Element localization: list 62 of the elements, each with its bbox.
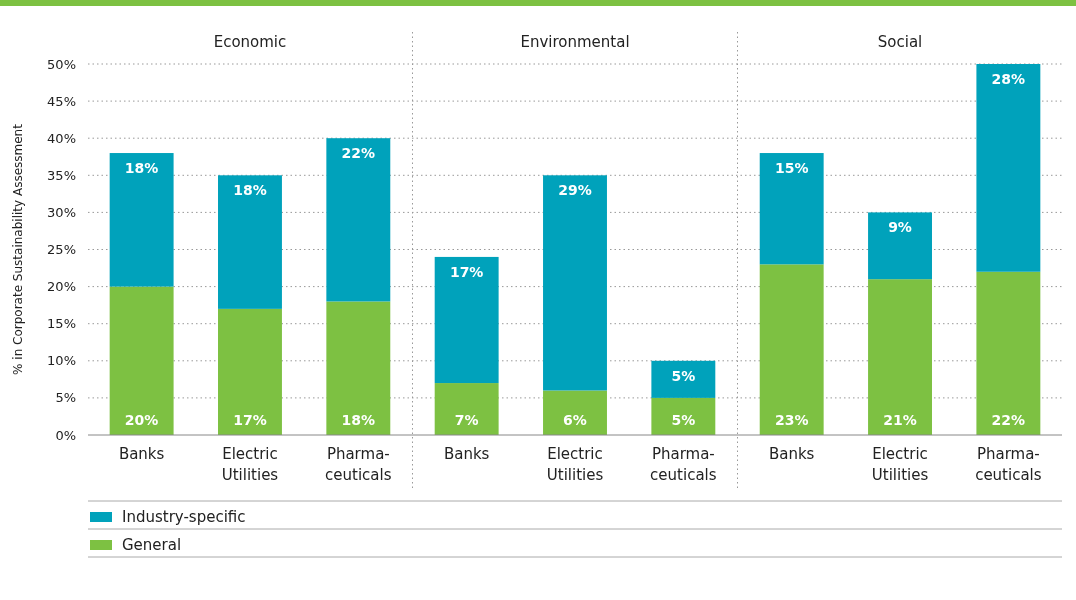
data-label: 5% [671, 412, 696, 428]
data-label: 15% [774, 160, 809, 177]
y-tick-label: 0% [55, 427, 76, 443]
x-tick-label: Banks [443, 445, 490, 463]
bar [109, 286, 174, 435]
bar [976, 271, 1041, 435]
data-label: 18% [341, 412, 376, 428]
data-label: 9% [888, 219, 912, 236]
data-label: 6% [563, 412, 587, 428]
data-label: 22% [991, 412, 1026, 428]
y-tick-label: 10% [47, 353, 76, 369]
legend-label: Industry-specific [122, 508, 246, 527]
x-tick-label: Banks [118, 445, 165, 463]
bar [434, 383, 499, 435]
y-tick-label: 15% [47, 316, 76, 332]
data-label: 21% [883, 412, 917, 428]
y-tick-label: 5% [55, 390, 76, 406]
x-tick-label: Pharma-ceuticals [975, 445, 1042, 484]
data-label: 18% [233, 182, 267, 199]
bar [543, 175, 607, 391]
x-tick-label: Pharma-ceuticals [325, 445, 392, 484]
bar [651, 397, 716, 435]
data-label: 7% [454, 412, 479, 428]
bar [109, 153, 174, 287]
data-label: 23% [774, 412, 809, 428]
bar [326, 138, 391, 302]
data-label: 20% [124, 412, 159, 428]
legend-label: General [122, 536, 182, 555]
y-tick-label: 45% [47, 93, 76, 109]
text: Environmental [520, 33, 630, 51]
y-tick-label: 30% [47, 204, 76, 220]
y-tick-label: 35% [47, 167, 76, 183]
x-tick-label: Pharma-ceuticals [650, 445, 717, 484]
data-label: 28% [991, 71, 1026, 87]
bar [218, 308, 282, 435]
data-label: 29% [558, 182, 592, 199]
bar [868, 212, 932, 280]
data-label: 5% [671, 367, 696, 384]
bar [868, 279, 932, 435]
bar [434, 256, 499, 384]
y-tick-label: 40% [47, 130, 76, 146]
text: Social [877, 33, 923, 51]
y-tick-label: 25% [47, 242, 76, 258]
bar [976, 64, 1041, 272]
y-tick-label: 20% [47, 279, 76, 295]
text: Economic [213, 33, 287, 51]
data-label: 17% [449, 263, 484, 280]
data-label: 18% [124, 160, 159, 177]
y-tick-label: 50% [47, 56, 76, 72]
bar [326, 301, 391, 435]
bar [218, 175, 282, 309]
bar [759, 153, 824, 265]
y-axis-title: % in Corporate Sustainability Assessment [11, 123, 25, 375]
data-label: 17% [233, 412, 267, 428]
bar [759, 264, 824, 435]
x-tick-label: Banks [768, 445, 815, 463]
x-tick-label: Electric Utilities [871, 445, 929, 484]
bar [543, 390, 607, 435]
x-tick-label: Electric Utilities [221, 445, 279, 484]
x-tick-label: Electric Utilities [546, 445, 604, 484]
data-label: 22% [341, 145, 376, 162]
bar [651, 360, 716, 398]
